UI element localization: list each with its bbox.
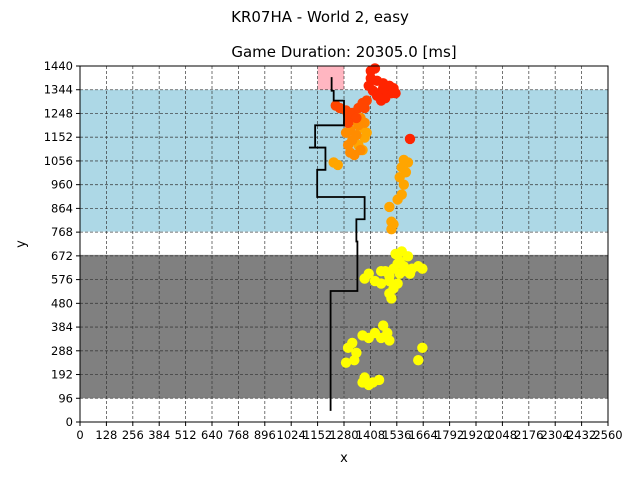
- y-tick-label: 96: [58, 391, 73, 405]
- x-tick-label: 768: [227, 428, 249, 442]
- x-tick-label: 512: [175, 428, 197, 442]
- x-tick-label: 256: [122, 428, 144, 442]
- data-point: [340, 357, 352, 368]
- data-point: [365, 65, 377, 77]
- x-tick-label: 1664: [409, 428, 438, 442]
- data-point: [417, 263, 428, 274]
- y-tick-label: 1152: [44, 130, 73, 144]
- x-tick-label: 640: [201, 428, 223, 442]
- y-tick-label: 1056: [44, 154, 73, 168]
- x-tick-label: 1920: [461, 428, 490, 442]
- x-tick-label: 2176: [514, 428, 543, 442]
- data-point: [384, 201, 395, 213]
- data-point: [332, 159, 344, 171]
- data-point: [404, 268, 416, 279]
- data-point: [373, 374, 385, 386]
- data-point: [380, 92, 391, 104]
- y-tick-label: 1344: [44, 83, 73, 97]
- data-point: [363, 268, 374, 279]
- data-point: [388, 83, 399, 94]
- data-point: [359, 117, 370, 129]
- y-tick-label: 1440: [44, 59, 73, 73]
- data-point: [377, 320, 389, 331]
- y-tick-label: 288: [51, 344, 73, 358]
- player-path-line: [308, 77, 366, 411]
- data-point: [384, 335, 395, 346]
- plot-area: 0 128 256 384 512 640 768 896 102411521280140815…: [44, 59, 623, 442]
- data-point: [402, 251, 414, 262]
- x-tick-label: 2304: [541, 428, 570, 442]
- y-tick-label: 576: [51, 273, 73, 287]
- data-point: [392, 278, 403, 289]
- data-point: [363, 379, 374, 391]
- data-point: [386, 293, 397, 304]
- x-tick-label: 1536: [382, 428, 411, 442]
- y-tick-label: 672: [51, 249, 73, 263]
- x-axis-label: x: [340, 451, 348, 466]
- x-tick-label: 1408: [356, 428, 385, 442]
- data-point: [355, 144, 366, 156]
- y-tick-label: 0: [66, 415, 73, 429]
- chart-suptitle: KR07HA - World 2, easy: [231, 8, 409, 26]
- data-point: [375, 278, 387, 289]
- data-point: [359, 102, 370, 114]
- data-point: [340, 127, 352, 138]
- data-point: [384, 275, 395, 287]
- data-point: [396, 189, 407, 200]
- y-tick-label: 192: [51, 368, 73, 382]
- data-point: [371, 90, 383, 101]
- x-tick-label: 896: [254, 428, 276, 442]
- x-tick-label: 2560: [593, 428, 622, 442]
- data-point: [413, 354, 424, 366]
- y-tick-label: 480: [51, 296, 73, 310]
- data-point: [392, 258, 403, 269]
- x-tick-label: 1024: [277, 428, 306, 442]
- x-tick-label: 128: [95, 428, 117, 442]
- data-point: [342, 117, 354, 129]
- y-tick-label: 384: [51, 320, 73, 334]
- y-tick-label: 864: [51, 201, 73, 215]
- data-point: [342, 342, 354, 354]
- x-tick-label: 384: [148, 428, 170, 442]
- y-tick-label: 768: [51, 225, 73, 239]
- x-tick-label: 1792: [435, 428, 464, 442]
- x-tick-label: 1152: [303, 428, 332, 442]
- x-tick-label: 0: [76, 428, 83, 442]
- data-point: [349, 354, 360, 366]
- y-tick-label: 1248: [44, 106, 73, 120]
- data-point: [351, 112, 362, 124]
- x-tick-label: 2432: [567, 428, 596, 442]
- data-point: [398, 154, 410, 166]
- x-tick-label: 1280: [329, 428, 358, 442]
- y-tick-label: 960: [51, 178, 73, 192]
- x-tick-label: 2048: [488, 428, 517, 442]
- chart-title: Game Duration: 20305.0 [ms]: [231, 43, 456, 61]
- data-point: [417, 342, 428, 354]
- data-point: [404, 133, 416, 145]
- y-axis-label: y: [14, 240, 29, 248]
- data-point: [388, 219, 399, 230]
- data-point: [380, 265, 391, 277]
